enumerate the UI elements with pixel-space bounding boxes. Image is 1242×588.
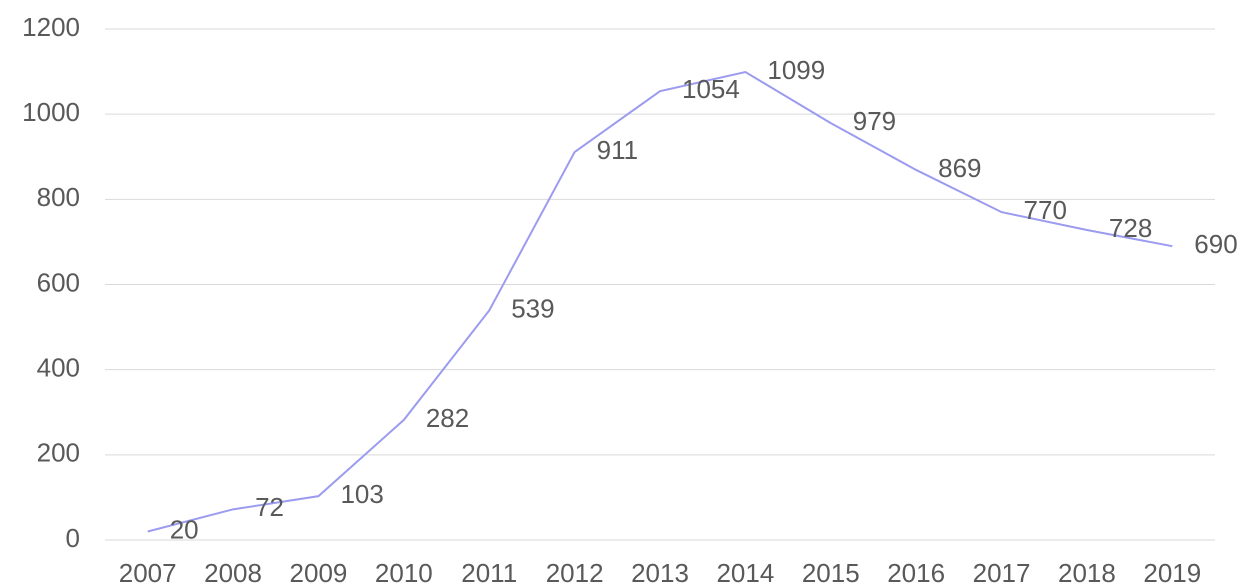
- data-label: 911: [597, 135, 638, 165]
- y-tick-label: 600: [37, 267, 80, 297]
- data-label: 1054: [682, 74, 740, 104]
- data-label: 539: [511, 293, 554, 323]
- x-tick-label: 2017: [973, 558, 1031, 588]
- x-tick-label: 2018: [1058, 558, 1116, 588]
- data-label: 770: [1024, 195, 1067, 225]
- x-tick-label: 2013: [631, 558, 689, 588]
- x-tick-label: 2015: [802, 558, 860, 588]
- y-tick-label: 0: [66, 523, 80, 553]
- x-tick-label: 2010: [375, 558, 433, 588]
- x-tick-label: 2012: [546, 558, 604, 588]
- line: [147, 70, 1173, 533]
- data-label: 869: [938, 153, 981, 183]
- y-tick-label: 1200: [22, 12, 80, 42]
- data-label: 979: [853, 106, 896, 136]
- data-label: 1099: [767, 55, 825, 85]
- y-tick-label: 800: [37, 182, 80, 212]
- x-tick-label: 2014: [716, 558, 774, 588]
- y-tick-label: 200: [37, 438, 80, 468]
- data-label: 20: [170, 514, 199, 544]
- data-label: 103: [340, 479, 383, 509]
- y-tick-label: 1000: [22, 97, 80, 127]
- x-tick-label: 2007: [119, 558, 177, 588]
- x-tick-label: 2008: [204, 558, 262, 588]
- data-label: 728: [1109, 213, 1152, 243]
- x-tick-label: 2011: [461, 558, 517, 588]
- x-tick-label: 2016: [887, 558, 945, 588]
- x-tick-label: 2009: [290, 558, 348, 588]
- data-label: 72: [255, 492, 284, 522]
- y-tick-label: 400: [37, 353, 80, 383]
- data-label: 282: [426, 403, 469, 433]
- x-tick-label: 2019: [1143, 558, 1201, 588]
- data-label: 690: [1194, 229, 1237, 259]
